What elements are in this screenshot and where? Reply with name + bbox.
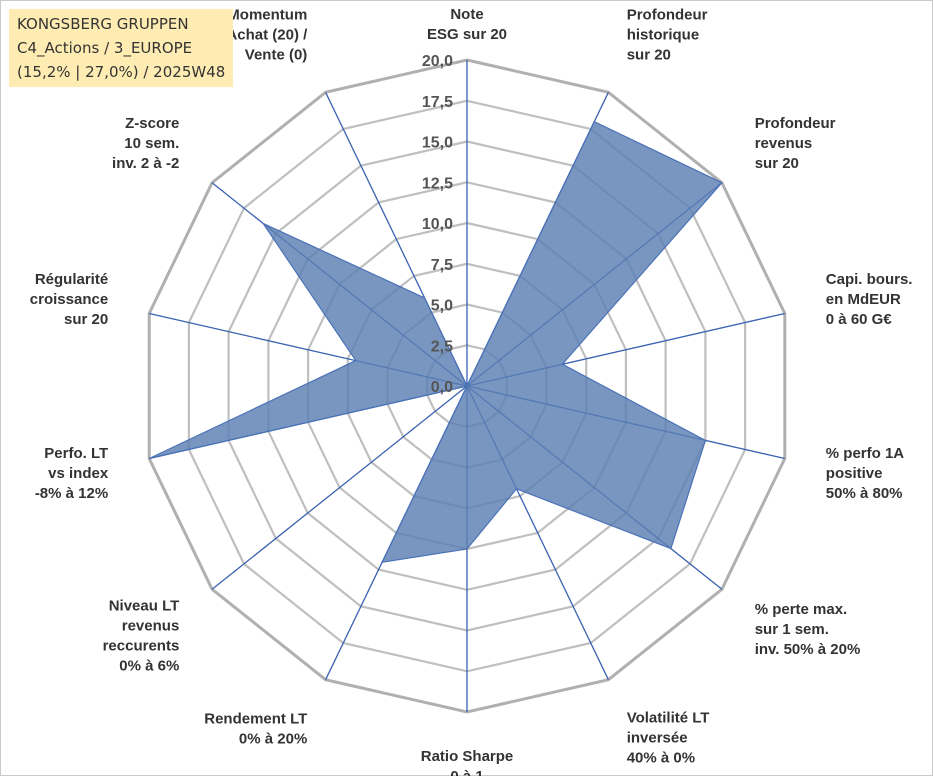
tick-label: 7,5: [431, 257, 453, 274]
tick-label: 2,5: [431, 338, 453, 355]
axis-label: Note ESG sur 20: [427, 6, 507, 43]
series-layer: [148, 120, 723, 563]
info-performance: (15,2% | 27,0%) / 2025W48: [17, 63, 226, 81]
tick-label: 15,0: [422, 135, 453, 152]
stock-info-box: KONGSBERG GRUPPEN C4_Actions / 3_EUROPE …: [9, 9, 233, 87]
axis-label: % perfo 1A positive 50% à 80%: [826, 445, 905, 502]
axis-label: Niveau LT revenus reccurents 0% à 6%: [103, 597, 180, 674]
tick-labels: 0,0 2,5 5,0 7,5 10,0 12,5 15,0 17,5 20,0: [422, 53, 453, 396]
axis-label: % perte max. sur 1 sem. inv. 50% à 20%: [755, 601, 861, 658]
axis-label: Régularité croissance sur 20: [30, 271, 108, 328]
category-labels: Note ESG sur 20 Profondeur historique sur 20…: [30, 6, 913, 776]
axis-label: Perfo. LT vs index -8% à 12%: [35, 445, 109, 502]
axis-label: Volatilité LT inversée 40% à 0%: [627, 709, 710, 766]
tick-label: 12,5: [422, 175, 453, 192]
info-company: KONGSBERG GRUPPEN: [17, 15, 189, 33]
axis-label: Momentum Achat (20) / Vente (0): [226, 7, 308, 64]
axis-spoke: [211, 385, 468, 590]
tick-label: 20,0: [422, 53, 453, 70]
info-category: C4_Actions / 3_EUROPE: [17, 39, 193, 57]
axis-label: Capi. bours. en MdEUR 0 à 60 G€: [826, 271, 913, 328]
tick-label: 5,0: [431, 298, 453, 315]
axis-label: Rendement LT 0% à 20%: [204, 710, 307, 747]
tick-label: 0,0: [431, 379, 453, 396]
tick-label: 17,5: [422, 94, 453, 111]
series-area: [148, 120, 723, 563]
axis-label: Profondeur revenus sur 20: [755, 115, 836, 172]
axis-label: Z-score 10 sem. inv. 2 à -2: [112, 115, 179, 172]
axis-label: Ratio Sharpe0 à 1: [421, 748, 514, 776]
axis-label: Profondeur historique sur 20: [627, 7, 708, 64]
tick-label: 10,0: [422, 216, 453, 233]
